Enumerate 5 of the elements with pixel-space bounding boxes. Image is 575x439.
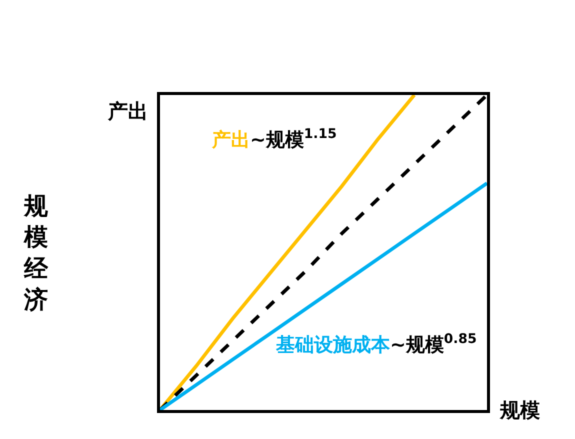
series-label: 产出~规模$^{1.15}$ xyxy=(211,127,337,151)
y-axis-title: 产出 xyxy=(107,99,148,123)
x-axis-title: 规模 xyxy=(499,398,540,422)
text: 规模经济 xyxy=(23,192,49,314)
series-label: 基础设施成本~规模$^{0.85}$ xyxy=(275,332,477,356)
